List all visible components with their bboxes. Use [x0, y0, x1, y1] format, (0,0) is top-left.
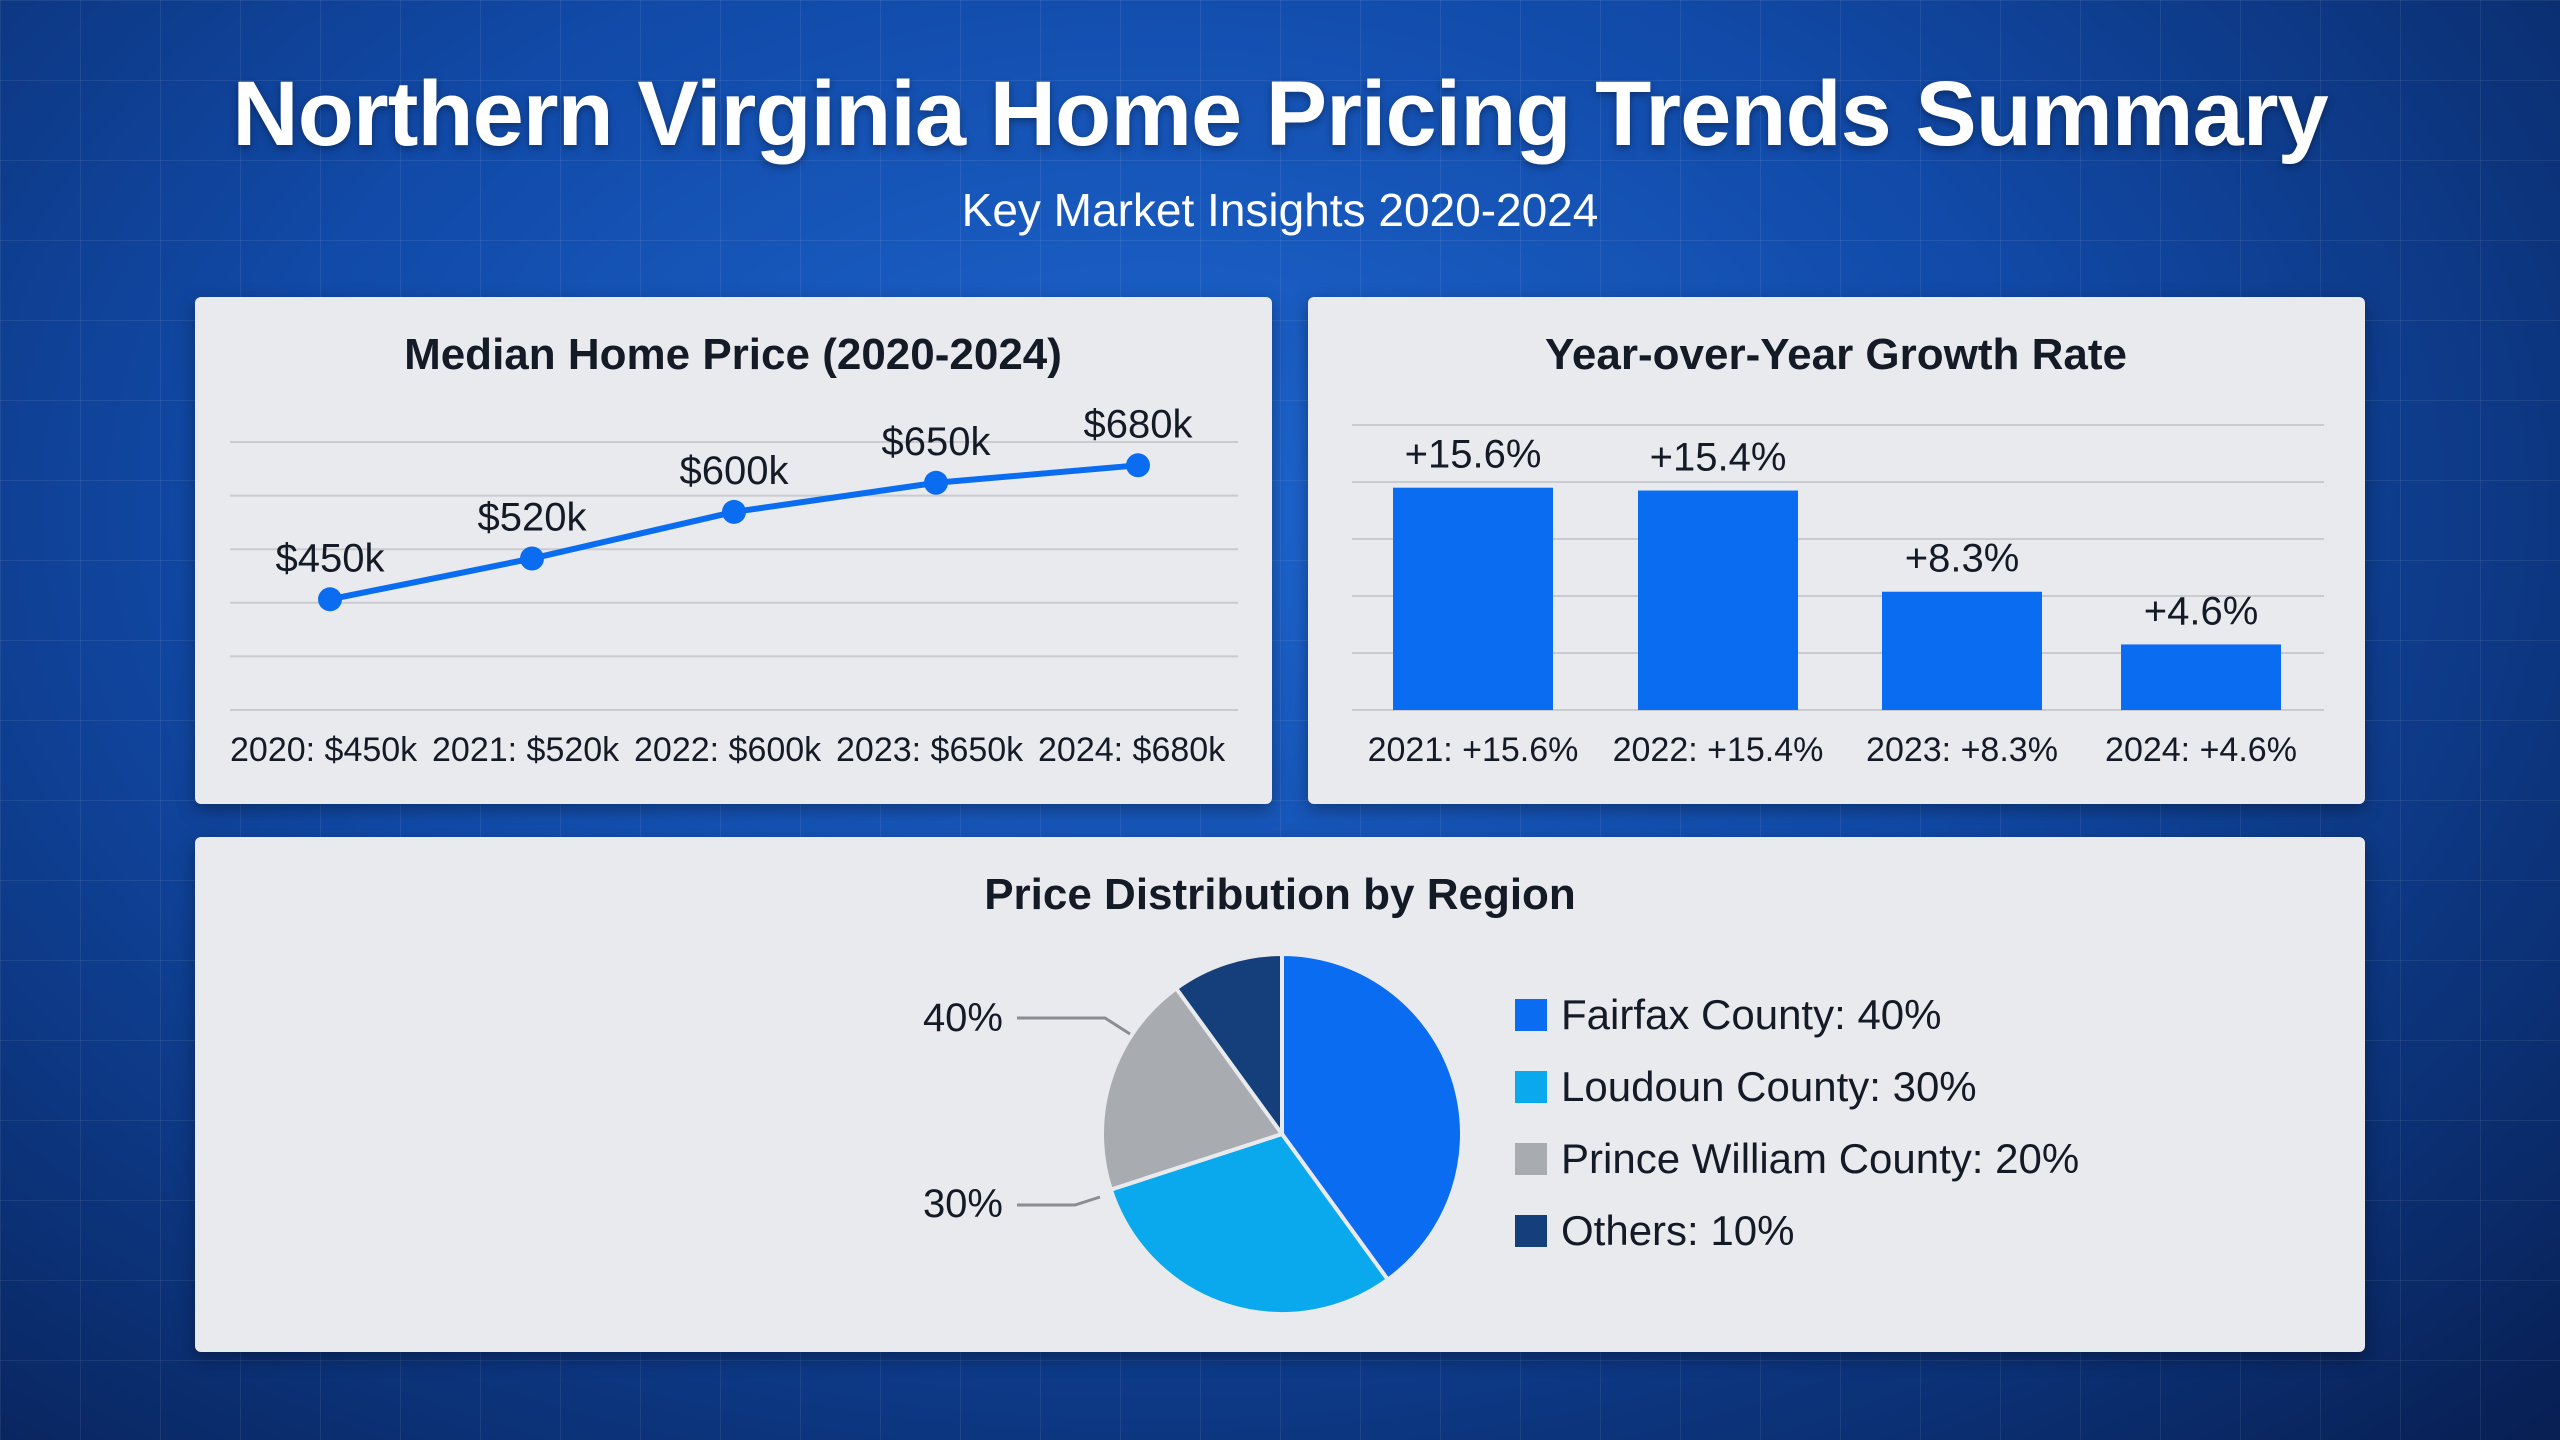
legend-swatch	[1515, 1215, 1547, 1247]
price-point	[520, 546, 544, 571]
growth-tick-label: 2021: +15.6%	[1368, 731, 1579, 769]
region-distribution-chart: Price Distribution by Region 40% 30% Fair…	[923, 870, 2079, 1316]
price-data-label: $520k	[478, 496, 588, 540]
legend-entry: Others: 10%	[1561, 1207, 1794, 1254]
growth-bar	[2121, 644, 2281, 710]
legend-entry: Loudoun County: 30%	[1561, 1063, 1977, 1110]
legend-swatch	[1515, 1143, 1547, 1175]
price-point	[722, 499, 746, 524]
price-tick-label: 2024: $680k	[1038, 731, 1226, 769]
growth-data-label: +4.6%	[2144, 589, 2259, 633]
legend-swatch	[1515, 1071, 1547, 1103]
page-title: Northern Virginia Home Pricing Trends Su…	[232, 63, 2328, 165]
growth-rate-panel: Year-over-Year Growth Rate +15.6% +15.4% +…	[1308, 297, 2365, 804]
region-distribution-title: Price Distribution by Region	[984, 870, 1576, 919]
median-price-panel: Median Home Price (2020-2024) $450k $520k…	[195, 297, 1272, 804]
price-tick-label: 2021: $520k	[432, 731, 620, 769]
growth-tick-label: 2024: +4.6%	[2105, 731, 2297, 769]
pie-annotation-label: 40%	[923, 996, 1003, 1040]
legend-entry: Prince William County: 20%	[1561, 1135, 2079, 1182]
median-price-chart: Median Home Price (2020-2024) $450k $520k…	[230, 330, 1238, 769]
pie-annotation-label: 30%	[923, 1182, 1003, 1226]
pie-slice	[1108, 1131, 1391, 1316]
pie-slice	[1173, 951, 1284, 1141]
legend-swatch	[1515, 999, 1547, 1031]
price-point	[1126, 453, 1150, 478]
growth-rate-title: Year-over-Year Growth Rate	[1545, 330, 2127, 379]
price-data-label: $650k	[882, 420, 992, 464]
legend-entry: Fairfax County: 40%	[1561, 991, 1942, 1038]
growth-data-label: +8.3%	[1905, 537, 2020, 581]
pie-leader-line	[1017, 1195, 1101, 1207]
price-tick-label: 2020: $450k	[230, 731, 418, 769]
price-data-label: $450k	[276, 536, 386, 580]
price-data-label: $600k	[680, 449, 790, 493]
page-subtitle: Key Market Insights 2020-2024	[961, 184, 1599, 236]
price-data-label: $680k	[1084, 402, 1194, 446]
growth-tick-label: 2022: +15.4%	[1613, 731, 1824, 769]
growth-bar	[1882, 591, 2042, 710]
price-point	[924, 470, 948, 495]
price-point	[318, 587, 342, 612]
growth-bar	[1638, 490, 1798, 710]
growth-data-label: +15.6%	[1405, 433, 1542, 477]
pie-leader-line	[1017, 1016, 1131, 1036]
growth-tick-label: 2023: +8.3%	[1866, 731, 2058, 769]
growth-bar	[1393, 487, 1553, 710]
region-distribution-panel: Price Distribution by Region 40% 30% Fair…	[195, 837, 2365, 1352]
price-tick-label: 2022: $600k	[634, 731, 822, 769]
pie-slice	[1100, 985, 1286, 1193]
pie-slice	[1280, 951, 1464, 1283]
growth-data-label: +15.4%	[1650, 436, 1787, 480]
price-tick-label: 2023: $650k	[836, 731, 1024, 769]
growth-rate-chart: Year-over-Year Growth Rate +15.6% +15.4% +…	[1352, 330, 2324, 769]
median-price-title: Median Home Price (2020-2024)	[404, 330, 1062, 379]
